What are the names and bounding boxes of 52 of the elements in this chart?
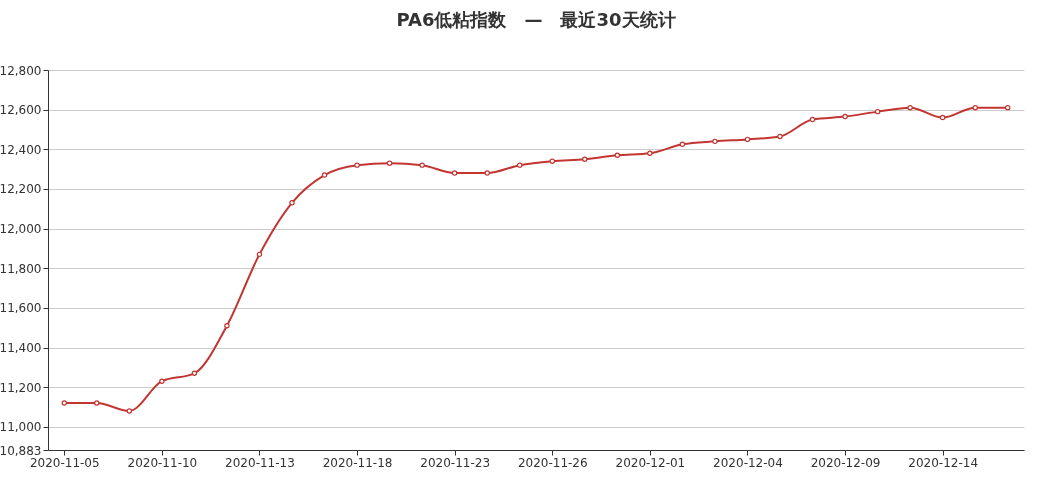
x-tick-label: 2020-11-10 — [127, 455, 198, 470]
x-tick-label: 2020-11-23 — [420, 455, 491, 470]
x-tick-label: 2020-11-05 — [29, 455, 100, 470]
x-tick-label: 2020-12-01 — [615, 455, 686, 470]
point — [972, 104, 978, 111]
point — [451, 170, 458, 176]
y-tick-label: 12,400 — [0, 142, 42, 157]
point — [712, 138, 718, 145]
point — [484, 170, 490, 176]
x-tick-label: 2020-12-04 — [713, 455, 783, 470]
point — [549, 158, 555, 164]
point — [939, 114, 946, 121]
point — [61, 400, 67, 406]
point — [809, 116, 816, 123]
x-tick-label: 2020-11-13 — [225, 455, 295, 470]
x-tick-label: 2020-12-09 — [810, 455, 881, 470]
point — [874, 108, 881, 115]
y-tick-label: 11,600 — [0, 301, 42, 316]
point — [842, 113, 848, 120]
y-tick-label: 11,800 — [0, 261, 42, 276]
point — [777, 133, 783, 140]
point — [1005, 104, 1011, 111]
point — [354, 162, 360, 168]
point — [386, 160, 393, 166]
point — [224, 323, 230, 329]
chart-title: PA6低粘指数 — 最近30天统计 — [396, 9, 676, 30]
point — [582, 156, 588, 162]
x-tick-label: 2020-12-14 — [908, 455, 979, 470]
point — [191, 370, 198, 376]
point — [647, 150, 653, 156]
point — [517, 162, 523, 168]
y-tick-label: 11,400 — [0, 341, 42, 356]
point — [679, 141, 686, 148]
point — [744, 136, 751, 143]
point — [321, 172, 328, 178]
point — [289, 200, 295, 206]
y-tick-label: 12,000 — [0, 222, 42, 237]
y-tick-label: 12,600 — [0, 103, 42, 118]
point — [159, 378, 165, 384]
point — [614, 152, 621, 158]
y-tick-label: 11,000 — [0, 420, 42, 435]
y-tick-label: 12,200 — [0, 182, 42, 197]
point — [256, 251, 263, 258]
x-tick-label: 2020-11-18 — [322, 455, 393, 470]
point — [907, 104, 913, 111]
point — [419, 162, 425, 168]
y-tick-label: 11,200 — [0, 380, 42, 395]
point — [126, 408, 133, 414]
y-tick-label: 10,883 — [0, 443, 42, 458]
y-tick-label: 12,800 — [0, 63, 42, 78]
x-tick-label: 2020-11-26 — [517, 455, 588, 470]
point — [94, 400, 100, 406]
